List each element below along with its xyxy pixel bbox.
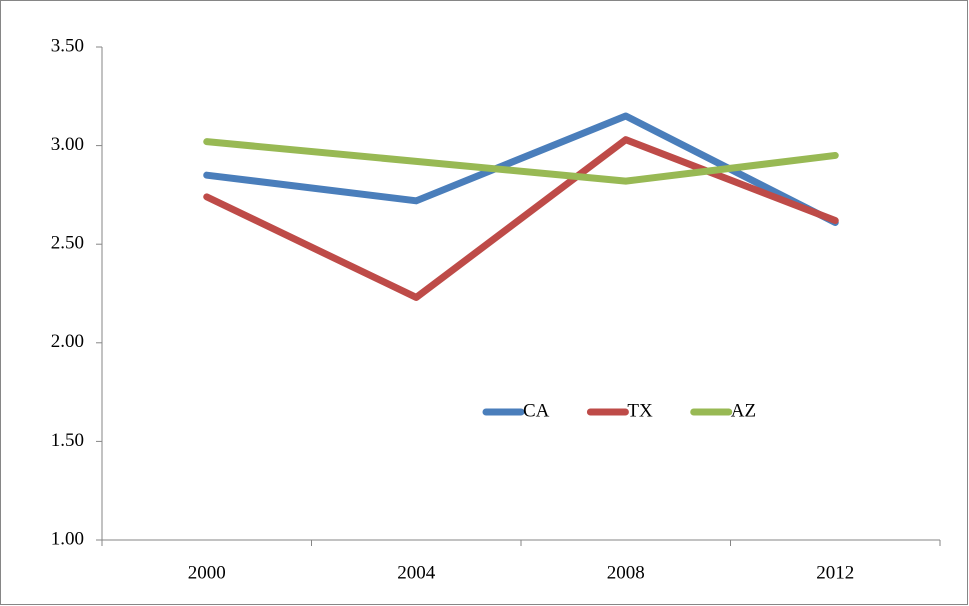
x-tick-label: 2000 [188, 562, 226, 583]
x-tick-label: 2012 [816, 562, 854, 583]
y-tick-label: 1.50 [51, 430, 84, 451]
series-line [203, 136, 839, 301]
legend-label: AZ [731, 400, 756, 421]
legend-label: CA [523, 400, 550, 421]
y-tick-label: 1.00 [51, 528, 84, 549]
legend-label: TX [627, 400, 653, 421]
series-line [203, 138, 839, 185]
y-tick-label: 2.50 [51, 233, 84, 254]
x-tick-label: 2008 [607, 562, 645, 583]
y-tick-label: 2.00 [51, 331, 84, 352]
y-tick-label: 3.50 [51, 35, 84, 56]
y-tick-label: 3.00 [51, 134, 84, 155]
x-tick-label: 2004 [397, 562, 436, 583]
